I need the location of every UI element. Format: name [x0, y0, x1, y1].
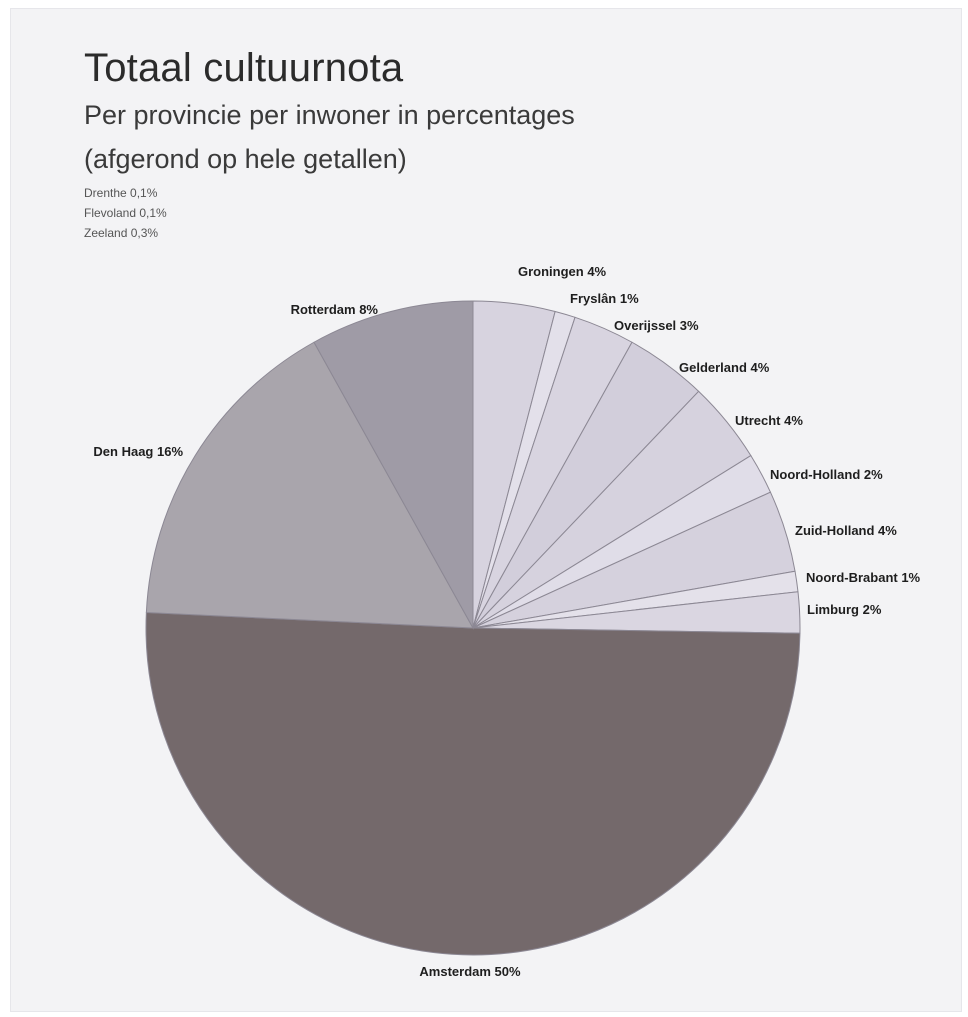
pie-slice-rotterdam	[313, 300, 474, 630]
slice-label-noord-holland: Noord-Holland 2%	[770, 467, 883, 482]
slice-label-gelderland: Gelderland 4%	[679, 360, 770, 375]
slice-label-zuid-holland: Zuid-Holland 4%	[795, 523, 897, 538]
slice-label-overijssel: Overijssel 3%	[614, 318, 699, 333]
pie-slice-den-haag	[145, 341, 474, 629]
slice-label-groningen: Groningen 4%	[518, 264, 607, 279]
slice-label-noord-brabant: Noord-Brabant 1%	[806, 570, 921, 585]
slice-label-utrecht: Utrecht 4%	[735, 413, 803, 428]
chart-title: Totaal cultuurnota	[84, 46, 404, 90]
slice-label-rotterdam: Rotterdam 8%	[291, 302, 379, 317]
slice-label-limburg: Limburg 2%	[807, 602, 882, 617]
chart-subtitle-line-2: (afgerond op hele getallen)	[84, 144, 407, 174]
note-drenthe: Drenthe 0,1%	[84, 186, 158, 200]
chart-subtitle-line-1: Per provincie per inwoner in percentages	[84, 100, 575, 130]
pie-labels: Groningen 4% Fryslân 1% Overijssel 3% Gelde…	[93, 264, 920, 979]
slice-label-amsterdam: Amsterdam 50%	[419, 964, 521, 979]
pie-slice-amsterdam	[145, 611, 801, 956]
pie-slices	[145, 300, 801, 956]
note-zeeland: Zeeland 0,3%	[84, 226, 159, 240]
slice-label-den-haag: Den Haag 16%	[93, 444, 183, 459]
note-flevoland: Flevoland 0,1%	[84, 206, 167, 220]
slice-label-frysl-n: Fryslân 1%	[570, 291, 639, 306]
